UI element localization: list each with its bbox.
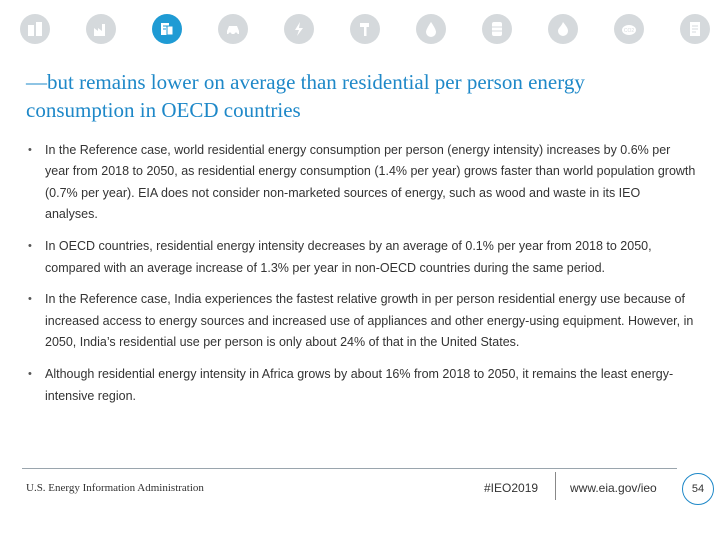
flame-icon[interactable] (548, 14, 578, 44)
bullet-marker: • (28, 293, 32, 306)
bullet-marker: • (28, 144, 32, 156)
bullet-item: • In OECD countries, residential energy i… (28, 236, 696, 279)
lightning-icon[interactable] (284, 14, 314, 44)
page-number: 54 (682, 473, 714, 505)
bullet-item: • Although residential energy intensity i… (28, 364, 696, 407)
barrel-icon[interactable] (482, 14, 512, 44)
document-building-icon[interactable] (152, 14, 182, 44)
bullet-text: In OECD countries, residential energy in… (45, 239, 652, 275)
car-icon[interactable] (218, 14, 248, 44)
bullet-text: Although residential energy intensity in… (45, 367, 674, 403)
report-icon[interactable] (680, 14, 710, 44)
svg-text:CO2: CO2 (624, 28, 635, 34)
buildings-icon[interactable] (20, 14, 50, 44)
bullet-item: • In the Reference case, India experience… (28, 289, 696, 353)
footer-divider-line (22, 468, 677, 469)
footer-separator (555, 472, 556, 500)
slide-title: —but remains lower on average than resid… (26, 70, 585, 122)
bullet-text: In the Reference case, India experiences… (45, 292, 694, 350)
bullet-text: In the Reference case, world residential… (45, 143, 696, 222)
footer-organization: U.S. Energy Information Administration (26, 482, 204, 494)
sector-icon-bar: CO2 (20, 10, 710, 48)
bullet-list: • In the Reference case, world residentia… (28, 140, 696, 417)
oil-drop-icon[interactable] (416, 14, 446, 44)
hammer-icon[interactable] (350, 14, 380, 44)
bullet-item: • In the Reference case, world residentia… (28, 140, 696, 226)
bullet-marker: • (28, 368, 32, 381)
footer-url-link[interactable]: www.eia.gov/ieo (570, 481, 657, 495)
bullet-marker: • (28, 240, 32, 253)
footer-hashtag: #IEO2019 (484, 481, 539, 495)
co2-icon[interactable]: CO2 (614, 14, 644, 44)
industry-icon[interactable] (86, 14, 116, 44)
